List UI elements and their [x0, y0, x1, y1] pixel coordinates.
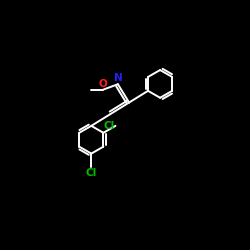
Text: Cl: Cl: [86, 168, 97, 178]
Text: Cl: Cl: [103, 121, 115, 131]
Text: O: O: [99, 79, 108, 89]
Text: N: N: [114, 73, 123, 83]
